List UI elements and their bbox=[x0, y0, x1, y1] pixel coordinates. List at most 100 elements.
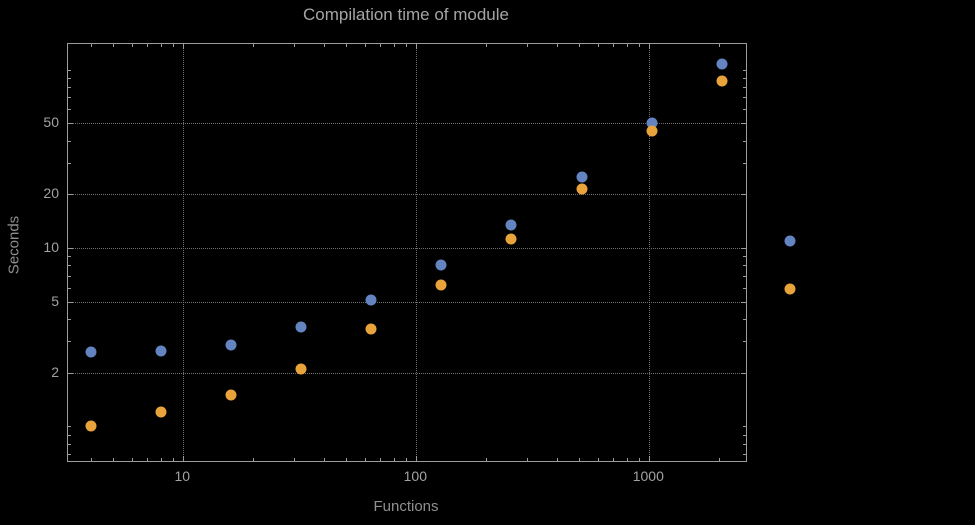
y-gridline bbox=[68, 194, 746, 196]
data-point-series-1 bbox=[365, 294, 377, 306]
tick-mark bbox=[68, 86, 71, 88]
tick-mark bbox=[68, 287, 71, 289]
data-point-series-1 bbox=[505, 219, 517, 231]
chart-title: Compilation time of module bbox=[303, 5, 509, 24]
tick-mark bbox=[160, 458, 162, 461]
y-axis-label: Seconds bbox=[5, 215, 23, 275]
tick-mark bbox=[90, 458, 92, 461]
tick-mark bbox=[68, 434, 71, 436]
legend-marker-series-1 bbox=[784, 235, 796, 247]
tick-mark bbox=[405, 458, 407, 461]
tick-mark bbox=[253, 44, 255, 47]
tick-mark bbox=[68, 443, 71, 445]
tick-mark bbox=[527, 44, 529, 47]
data-point-series-2 bbox=[295, 363, 307, 375]
tick-mark bbox=[364, 44, 366, 47]
data-point-series-1 bbox=[155, 345, 167, 357]
x-gridline bbox=[183, 44, 185, 461]
tick-mark bbox=[68, 426, 71, 428]
tick-mark bbox=[638, 458, 640, 461]
tick-mark bbox=[743, 86, 746, 88]
tick-mark bbox=[393, 458, 395, 461]
tick-mark bbox=[743, 256, 746, 258]
tick-mark bbox=[416, 44, 418, 49]
tick-mark bbox=[380, 44, 382, 47]
data-point-series-1 bbox=[225, 339, 237, 351]
data-point-series-2 bbox=[435, 279, 447, 291]
data-point-series-1 bbox=[576, 171, 588, 183]
tick-mark bbox=[743, 140, 746, 142]
tick-mark bbox=[649, 44, 651, 49]
tick-mark bbox=[597, 458, 599, 461]
tick-mark bbox=[294, 458, 296, 461]
data-point-series-1 bbox=[435, 259, 447, 271]
tick-mark bbox=[364, 458, 366, 461]
y-tick-label: 10 bbox=[43, 238, 59, 255]
tick-mark bbox=[160, 44, 162, 47]
data-point-series-2 bbox=[225, 389, 237, 401]
tick-mark bbox=[68, 69, 71, 71]
tick-mark bbox=[183, 456, 185, 461]
tick-mark bbox=[626, 458, 628, 461]
tick-mark bbox=[597, 44, 599, 47]
x-axis-label: Functions bbox=[373, 498, 439, 515]
tick-mark bbox=[416, 456, 418, 461]
y-gridline bbox=[68, 123, 746, 125]
tick-mark bbox=[323, 44, 325, 47]
tick-mark bbox=[68, 162, 71, 164]
tick-mark bbox=[113, 44, 115, 47]
tick-mark bbox=[613, 44, 615, 47]
tick-mark bbox=[323, 458, 325, 461]
tick-mark bbox=[719, 44, 721, 47]
legend-marker-series-2 bbox=[784, 283, 796, 295]
tick-mark bbox=[743, 454, 746, 456]
tick-mark bbox=[294, 44, 296, 47]
x-gridline bbox=[416, 44, 418, 461]
tick-mark bbox=[743, 109, 746, 111]
tick-mark bbox=[743, 77, 746, 79]
data-point-series-2 bbox=[576, 183, 588, 195]
tick-mark bbox=[68, 140, 71, 142]
tick-mark bbox=[346, 44, 348, 47]
tick-mark bbox=[131, 44, 133, 47]
y-gridline bbox=[68, 247, 746, 249]
tick-mark bbox=[393, 44, 395, 47]
y-tick-label: 2 bbox=[51, 363, 59, 380]
tick-mark bbox=[743, 97, 746, 99]
tick-mark bbox=[68, 247, 73, 249]
tick-mark bbox=[68, 256, 71, 258]
y-gridline bbox=[68, 301, 746, 303]
tick-mark bbox=[68, 275, 71, 277]
data-point-series-1 bbox=[716, 58, 728, 70]
x-tick-label: 1000 bbox=[632, 468, 664, 484]
tick-mark bbox=[743, 443, 746, 445]
tick-mark bbox=[346, 458, 348, 461]
x-tick-label: 10 bbox=[174, 468, 191, 484]
tick-mark bbox=[380, 458, 382, 461]
tick-mark bbox=[68, 109, 71, 111]
data-point-series-1 bbox=[646, 117, 658, 129]
tick-mark bbox=[579, 44, 581, 47]
y-tick-label: 50 bbox=[43, 114, 59, 131]
tick-mark bbox=[626, 44, 628, 47]
tick-mark bbox=[579, 458, 581, 461]
tick-mark bbox=[172, 44, 174, 47]
tick-mark bbox=[556, 44, 558, 47]
tick-mark bbox=[253, 458, 255, 461]
data-point-series-2 bbox=[716, 75, 728, 87]
tick-mark bbox=[741, 194, 746, 196]
tick-mark bbox=[90, 44, 92, 47]
tick-mark bbox=[743, 426, 746, 428]
tick-mark bbox=[743, 69, 746, 71]
tick-mark bbox=[743, 275, 746, 277]
tick-mark bbox=[743, 434, 746, 436]
tick-mark bbox=[741, 247, 746, 249]
tick-mark bbox=[527, 458, 529, 461]
tick-mark bbox=[147, 44, 149, 47]
tick-mark bbox=[743, 318, 746, 320]
data-point-series-2 bbox=[505, 233, 517, 245]
tick-mark bbox=[131, 458, 133, 461]
y-gridline bbox=[68, 372, 746, 374]
tick-mark bbox=[486, 44, 488, 47]
